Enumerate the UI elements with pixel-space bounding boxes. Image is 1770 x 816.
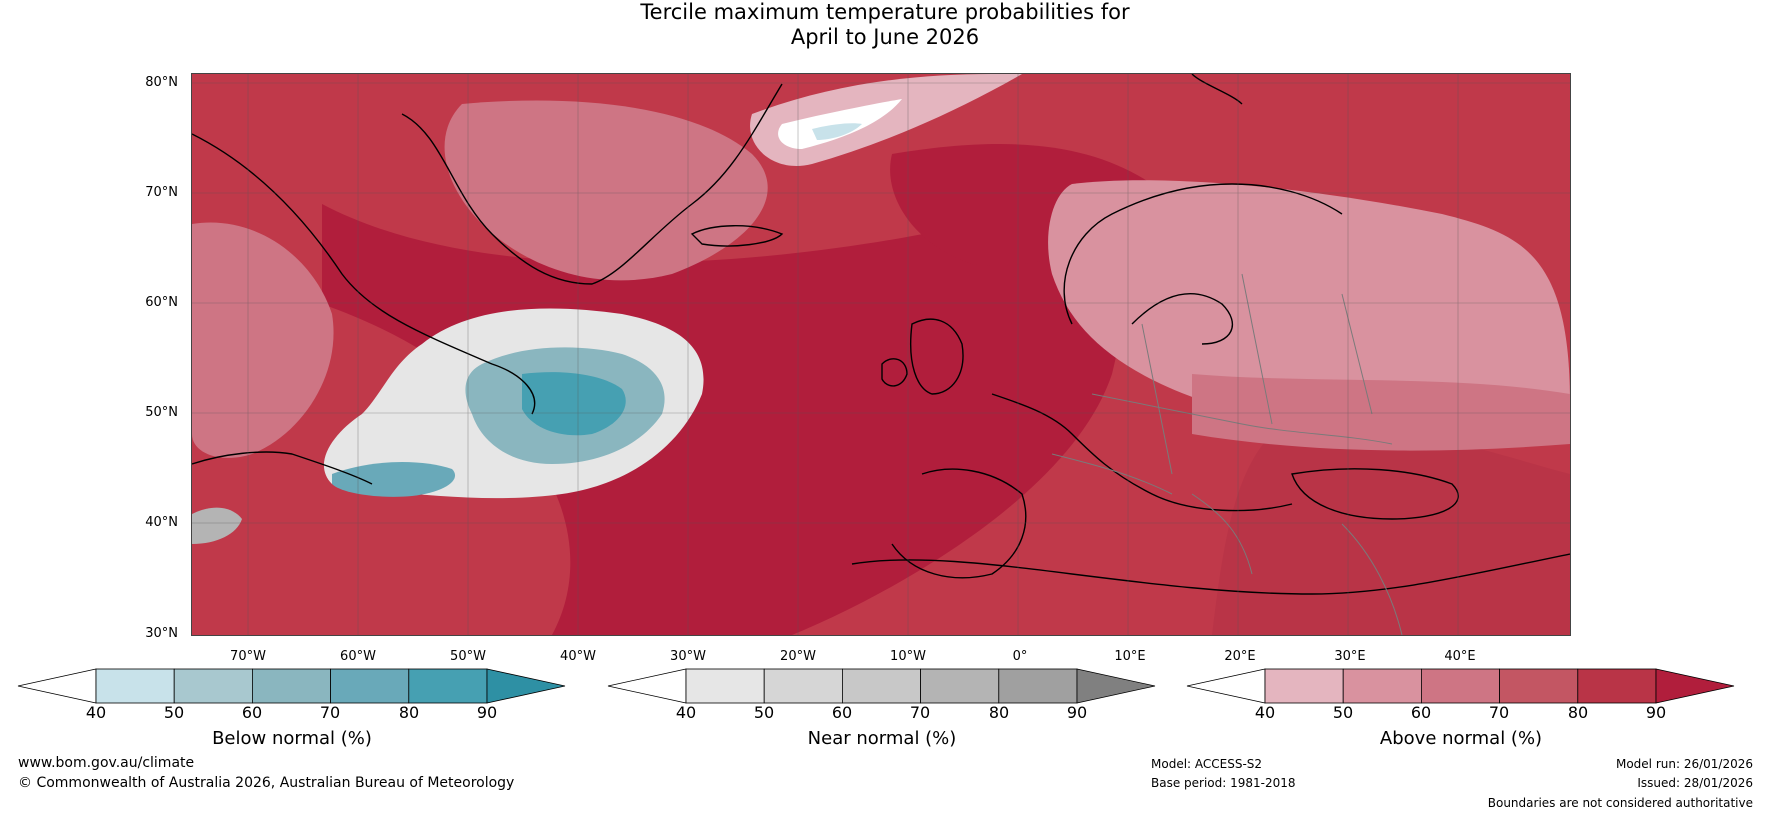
lat-label-50n: 50°N: [145, 405, 178, 420]
near-legend-swatch-3: [841, 668, 921, 704]
near-legend-swatch-4: [920, 668, 1000, 704]
lat-label-60n: 60°N: [145, 295, 178, 310]
lon-label-50w: 50°W: [450, 649, 486, 664]
legend-below-tick-90: 90: [476, 703, 498, 722]
lon-label-40e: 40°E: [1444, 649, 1476, 664]
legend-near-tick-70: 70: [909, 703, 931, 722]
footer-model-run: Model run: 26/01/2026: [1615, 757, 1753, 771]
below-legend-swatch-3: [251, 668, 331, 704]
below-normal-secondary: [332, 462, 456, 497]
above-legend-high-extension: [1655, 668, 1735, 704]
near-legend-high-extension: [1076, 668, 1156, 704]
legend-above-colorbar: [1186, 668, 1735, 704]
footer-copyright: © Commonwealth of Australia 2026, Austra…: [18, 775, 515, 791]
legend-below-tick-70: 70: [319, 703, 341, 722]
near-legend-swatch-5: [998, 668, 1078, 704]
below-legend-low-extension: [17, 668, 97, 704]
mediterranean-band: [1212, 428, 1570, 635]
legend-near-tick-80: 80: [988, 703, 1010, 722]
lon-label-20w: 20°W: [780, 649, 816, 664]
country-borders: [1051, 273, 1403, 635]
near-legend-low-extension: [607, 668, 687, 704]
legend-above-tick-80: 80: [1567, 703, 1589, 722]
scandinavia-light: [1048, 180, 1570, 427]
legend-below-colorbar: [17, 668, 566, 704]
above-legend-swatch-1: [1264, 668, 1344, 704]
lon-label-60w: 60°W: [340, 649, 376, 664]
legend-near-tick-60: 60: [831, 703, 853, 722]
below-normal-peak: [522, 372, 626, 436]
near-legend-swatch-2: [763, 668, 843, 704]
below-normal-arctic: [812, 123, 862, 140]
near-normal-west-edge: [192, 507, 242, 544]
above-legend-swatch-4: [1499, 668, 1579, 704]
below-legend-high-extension: [486, 668, 566, 704]
legend-above-tick-70: 70: [1488, 703, 1510, 722]
legend-below-normal: [17, 668, 566, 704]
below-legend-swatch-4: [330, 668, 410, 704]
legend-below-tick-80: 80: [398, 703, 420, 722]
labrador-light: [192, 222, 334, 458]
below-legend-swatch-5: [408, 668, 488, 704]
below-legend-swatch-2: [173, 668, 253, 704]
legend-near-tick-90: 90: [1066, 703, 1088, 722]
legend-near-title: Near normal (%): [807, 728, 957, 749]
greenland-light: [444, 100, 768, 281]
above-legend-low-extension: [1186, 668, 1266, 704]
footer-model: Model: ACCESS-S2: [1151, 757, 1263, 771]
legend-below-tick-50: 50: [163, 703, 185, 722]
lon-label-30w: 30°W: [670, 649, 706, 664]
lat-label-40n: 40°N: [145, 515, 178, 530]
legend-below-title: Below normal (%): [212, 728, 372, 749]
lon-label-20e: 20°E: [1224, 649, 1256, 664]
above-legend-swatch-3: [1420, 668, 1500, 704]
near-legend-swatch-1: [685, 668, 765, 704]
lon-label-30e: 30°E: [1334, 649, 1366, 664]
title-line-2: April to June 2026: [790, 25, 980, 49]
map-panel: [191, 73, 1571, 636]
above-legend-swatch-5: [1577, 668, 1657, 704]
legend-near-normal: [607, 668, 1156, 704]
lon-label-70w: 70°W: [230, 649, 266, 664]
lon-label-40w: 40°W: [560, 649, 596, 664]
lon-label-10w: 10°W: [890, 649, 926, 664]
lon-label-0: 0°: [1012, 649, 1028, 664]
footer-base-period: Base period: 1981-2018: [1151, 776, 1296, 790]
legend-below-tick-60: 60: [241, 703, 263, 722]
footer-disclaimer: Boundaries are not considered authoritat…: [1487, 796, 1753, 810]
above-legend-swatch-2: [1342, 668, 1422, 704]
lon-label-10e: 10°E: [1114, 649, 1146, 664]
legend-near-colorbar: [607, 668, 1156, 704]
lat-label-80n: 80°N: [145, 75, 178, 90]
legend-above-title: Above normal (%): [1379, 728, 1543, 749]
legend-near-tick-40: 40: [675, 703, 697, 722]
map-title: Tercile maximum temperature probabilitie…: [0, 0, 1770, 50]
legend-near-tick-50: 50: [753, 703, 775, 722]
legend-above-normal: [1186, 668, 1735, 704]
title-line-1: Tercile maximum temperature probabilitie…: [640, 0, 1130, 24]
legend-above-tick-90: 90: [1645, 703, 1667, 722]
lat-label-70n: 70°N: [145, 185, 178, 200]
legend-above-tick-40: 40: [1254, 703, 1276, 722]
legend-above-tick-50: 50: [1332, 703, 1354, 722]
eastern-europe-light: [1192, 374, 1570, 451]
lat-label-30n: 30°N: [145, 626, 178, 641]
footer-website: www.bom.gov.au/climate: [18, 755, 195, 771]
legend-below-tick-40: 40: [85, 703, 107, 722]
graticule: [192, 74, 1570, 635]
footer-issued: Issued: 28/01/2026: [1637, 776, 1753, 790]
map-svg: [192, 74, 1570, 635]
legend-above-tick-60: 60: [1410, 703, 1432, 722]
below-legend-swatch-1: [95, 668, 175, 704]
